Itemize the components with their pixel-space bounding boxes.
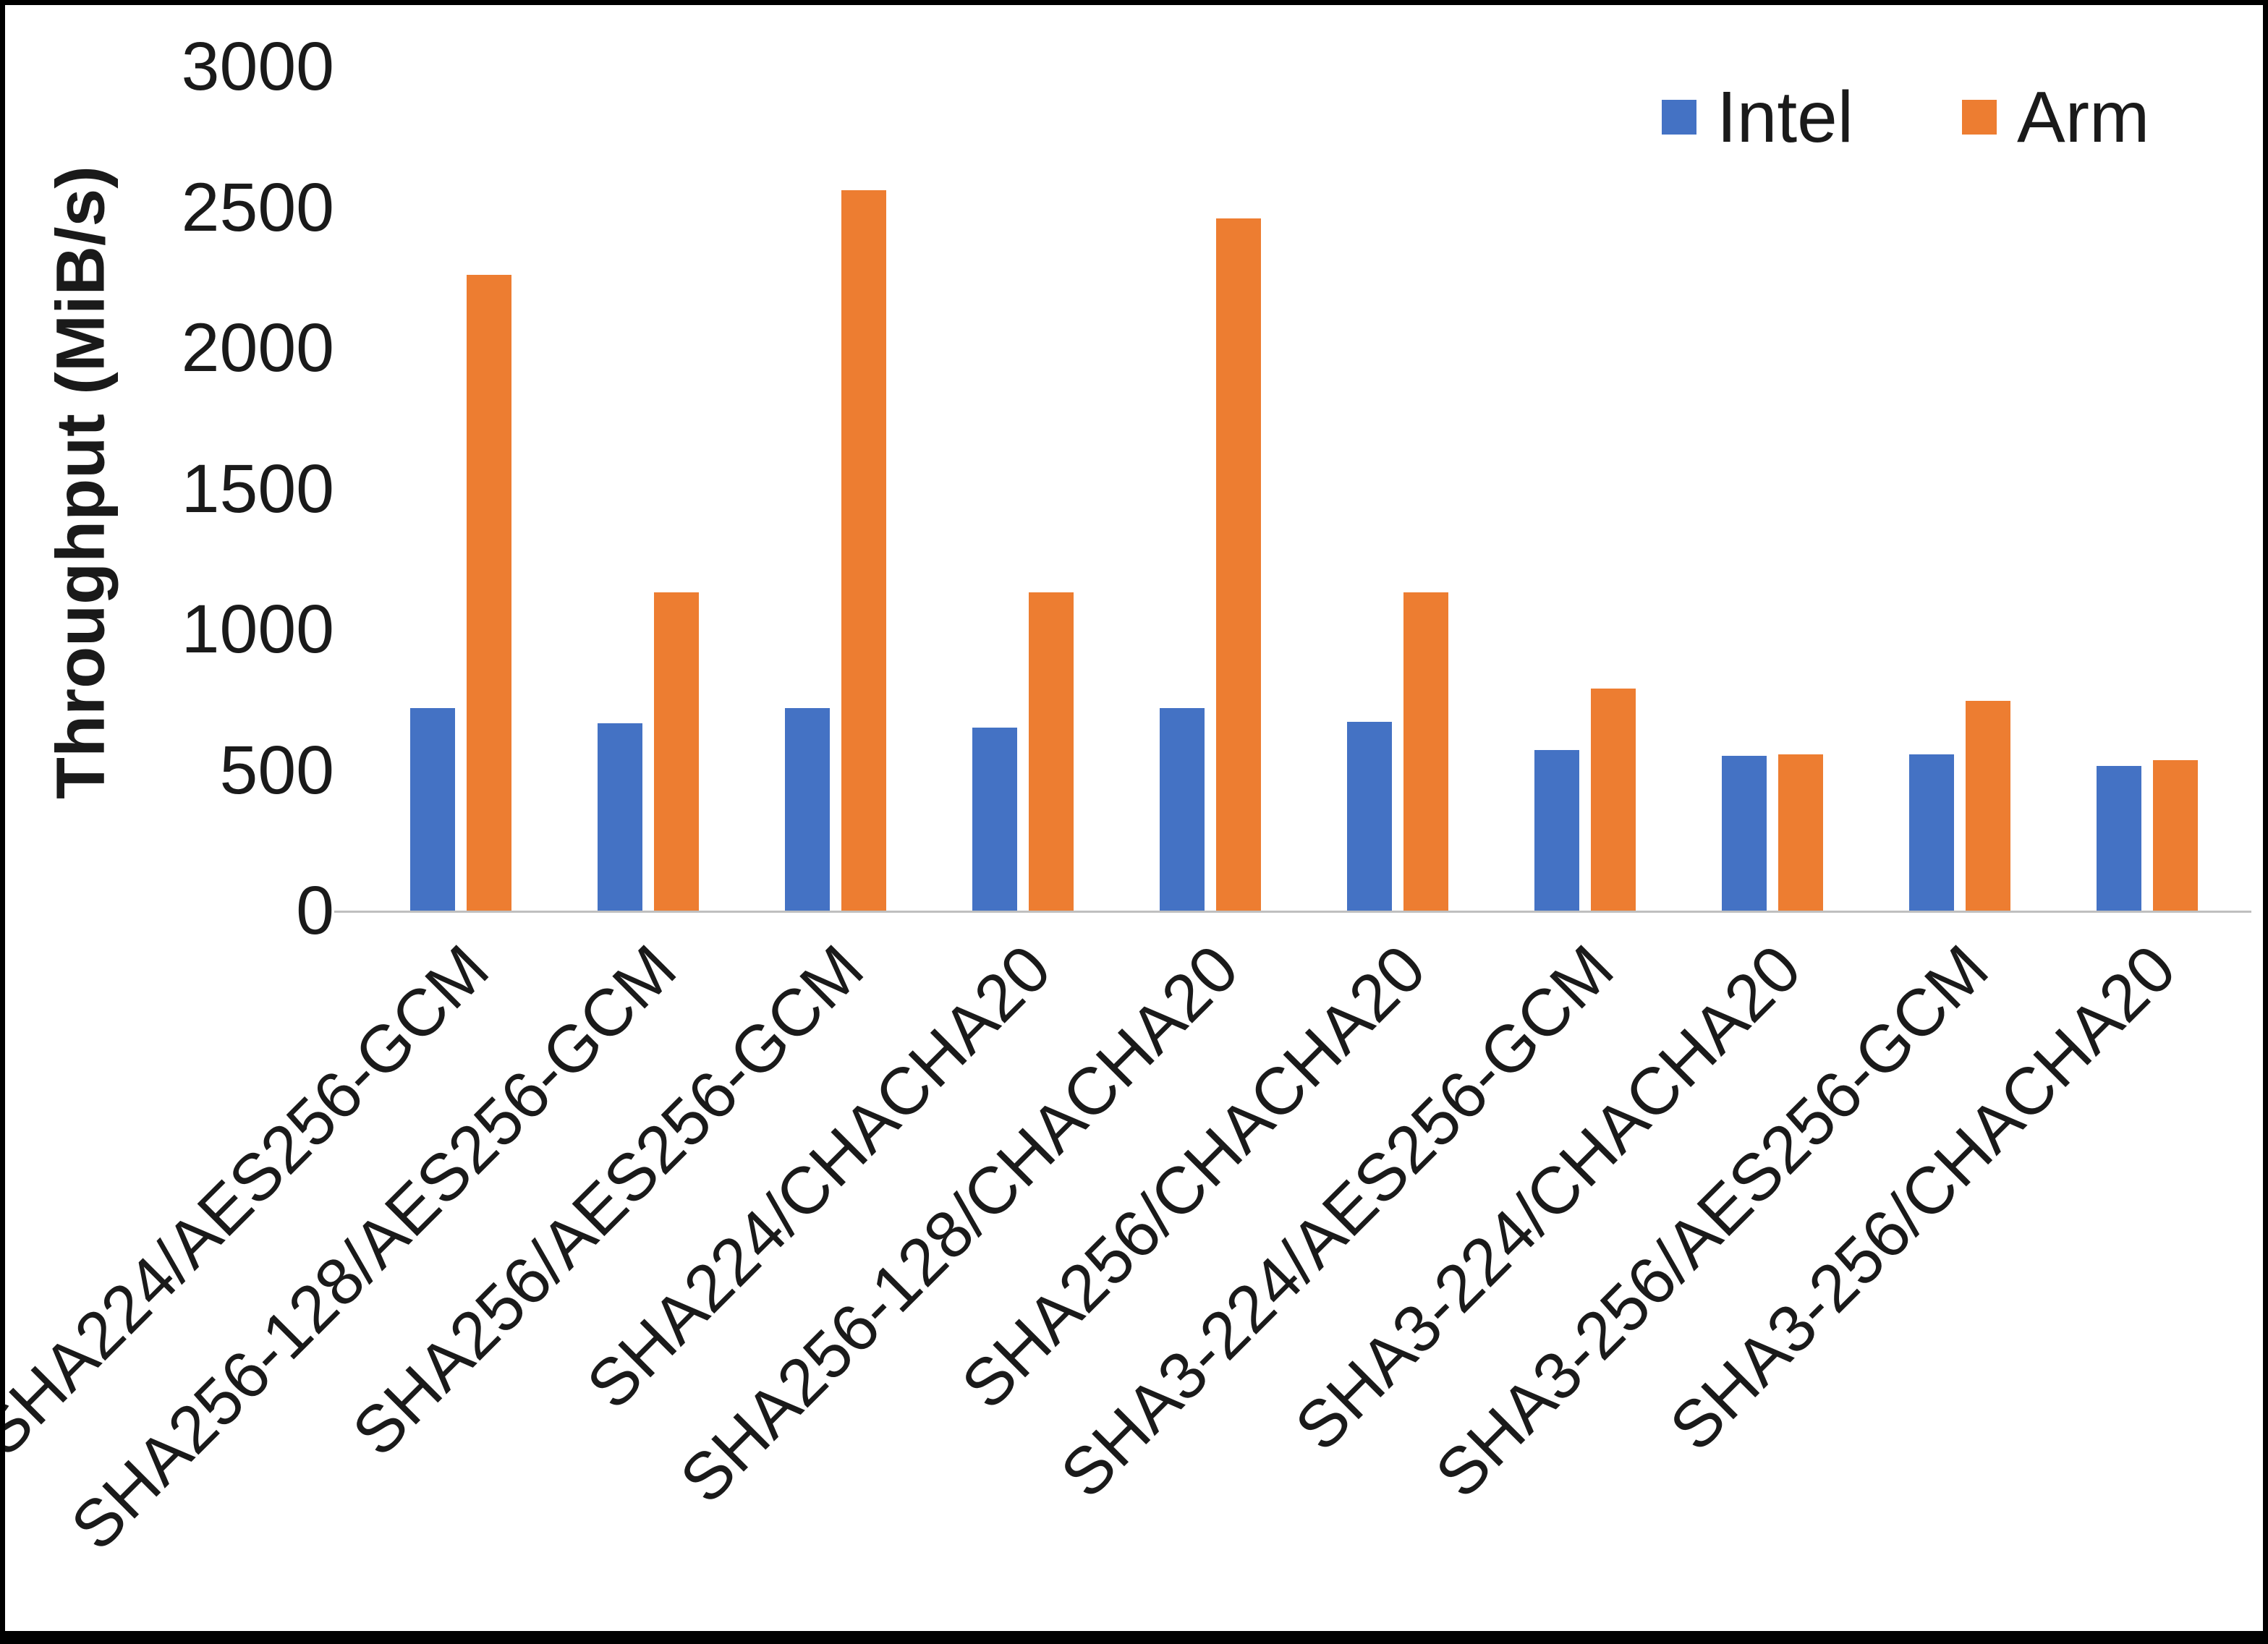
bar-arm-5 bbox=[1403, 592, 1448, 911]
bar-intel-8 bbox=[1908, 754, 1954, 911]
bar-arm-0 bbox=[466, 274, 511, 911]
y-tick-label: 2500 bbox=[181, 169, 334, 246]
legend-label: Intel bbox=[1717, 77, 1854, 158]
bar-arm-6 bbox=[1590, 688, 1636, 911]
bar-intel-4 bbox=[1159, 707, 1205, 911]
y-tick-label: 0 bbox=[296, 872, 334, 949]
bar-intel-0 bbox=[409, 707, 455, 911]
plot-area bbox=[367, 67, 2241, 911]
bar-arm-9 bbox=[2152, 759, 2198, 911]
y-tick-label: 1000 bbox=[181, 591, 334, 668]
legend-label: Arm bbox=[2017, 77, 2150, 158]
y-tick-label: 2000 bbox=[181, 310, 334, 386]
y-tick-label: 500 bbox=[219, 731, 334, 809]
legend: Intel Arm bbox=[1662, 81, 2149, 153]
bar-intel-3 bbox=[972, 728, 1017, 911]
bar-intel-5 bbox=[1346, 722, 1392, 911]
bar-arm-7 bbox=[1778, 754, 1823, 911]
bar-intel-7 bbox=[1721, 756, 1767, 911]
bar-arm-1 bbox=[653, 592, 699, 911]
bar-intel-9 bbox=[2096, 765, 2141, 911]
legend-swatch-icon bbox=[1962, 100, 1997, 135]
bar-arm-8 bbox=[1965, 701, 2010, 911]
bar-arm-2 bbox=[841, 190, 886, 911]
bar-intel-2 bbox=[784, 707, 830, 911]
bar-arm-3 bbox=[1028, 592, 1074, 911]
bar-intel-6 bbox=[1534, 750, 1579, 911]
bar-intel-1 bbox=[597, 723, 642, 911]
legend-swatch-icon bbox=[1662, 100, 1696, 135]
bar-arm-4 bbox=[1215, 218, 1261, 911]
y-tick-label: 3000 bbox=[181, 28, 334, 105]
y-tick-label: 1500 bbox=[181, 450, 334, 527]
x-axis-line bbox=[334, 911, 2251, 913]
legend-item-intel: Intel bbox=[1662, 81, 1853, 153]
legend-item-arm: Arm bbox=[1962, 81, 2149, 153]
